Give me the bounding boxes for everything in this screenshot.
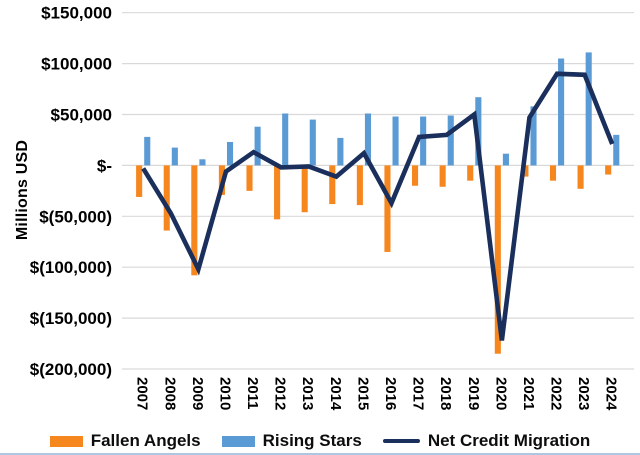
rising-stars-swatch-icon (221, 435, 255, 447)
x-tick-label-2013: 2013 (299, 377, 316, 410)
bar-rising-stars-2007 (144, 136, 151, 166)
bar-fallen-angels-2024 (605, 165, 612, 175)
bar-fallen-angels-2009 (191, 165, 198, 276)
legend-item-rising-stars: Rising Stars (221, 431, 362, 451)
bar-fallen-angels-2022 (549, 165, 557, 181)
bar-rising-stars-2011 (254, 126, 261, 166)
bar-rising-stars-2013 (309, 119, 316, 166)
bar-fallen-angels-2014 (329, 165, 336, 205)
x-tick-label-2007: 2007 (134, 377, 151, 410)
x-tick-label-2016: 2016 (382, 377, 399, 410)
bar-rising-stars-2014 (337, 137, 344, 166)
x-tick-label-2008: 2008 (161, 377, 178, 410)
bar-fallen-angels-2012 (274, 165, 281, 220)
x-tick-label-2024: 2024 (603, 377, 620, 411)
legend-label: Fallen Angels (90, 431, 201, 450)
x-tick-label-2018: 2018 (437, 377, 454, 410)
net-credit-migration-swatch-icon (382, 439, 420, 443)
bar-rising-stars-2023 (585, 52, 592, 166)
x-tick-label-2017: 2017 (410, 377, 427, 410)
bar-fallen-angels-2017 (412, 165, 419, 186)
x-tick-label-2020: 2020 (492, 377, 509, 410)
bar-fallen-angels-2008 (163, 165, 170, 231)
y-tick-label: $(50,000) (39, 207, 112, 226)
bar-fallen-angels-2007 (136, 165, 143, 197)
legend: Fallen Angels Rising Stars Net Credit Mi… (0, 430, 640, 452)
x-tick-label-2021: 2021 (520, 377, 537, 410)
x-tick-label-2014: 2014 (327, 377, 344, 411)
y-tick-label: $(100,000) (30, 258, 112, 277)
legend-label: Net Credit Migration (427, 431, 591, 450)
fallen-angels-swatch-icon (49, 435, 83, 447)
y-tick-label: $50,000 (51, 106, 112, 125)
bar-rising-stars-2024 (613, 134, 620, 166)
y-tick-label: $150,000 (41, 4, 112, 23)
bar-rising-stars-2008 (171, 147, 178, 166)
bar-fallen-angels-2020 (494, 165, 501, 354)
bar-fallen-angels-2023 (577, 165, 584, 189)
y-tick-label: $(200,000) (30, 360, 112, 379)
y-tick-label: $- (97, 156, 112, 175)
bar-rising-stars-2020 (502, 153, 509, 166)
legend-item-net-credit-migration: Net Credit Migration (382, 431, 591, 451)
x-tick-label-2011: 2011 (244, 377, 261, 410)
legend-label: Rising Stars (262, 431, 362, 450)
x-tick-label-2012: 2012 (272, 377, 289, 410)
x-tick-label-2023: 2023 (575, 377, 592, 410)
bar-fallen-angels-2019 (467, 165, 474, 181)
bar-fallen-angels-2013 (301, 165, 308, 213)
bar-fallen-angels-2011 (246, 165, 253, 191)
bar-rising-stars-2015 (364, 113, 372, 166)
x-tick-label-2019: 2019 (465, 377, 482, 410)
x-tick-label-2015: 2015 (354, 377, 371, 410)
y-tick-label: $(150,000) (30, 309, 112, 328)
bottom-edge-line (0, 453, 640, 455)
net-credit-migration-line (141, 71, 615, 341)
y-axis-title: Millions USD (14, 139, 31, 241)
x-tick-label-2022: 2022 (548, 377, 565, 410)
bar-rising-stars-2010 (226, 141, 234, 166)
bar-rising-stars-2012 (282, 113, 289, 166)
bar-rising-stars-2016 (392, 116, 399, 166)
bar-fallen-angels-2015 (356, 165, 363, 206)
bar-fallen-angels-2021 (522, 165, 529, 177)
bar-rising-stars-2017 (420, 116, 427, 166)
bar-rising-stars-2022 (558, 58, 565, 166)
bar-fallen-angels-2018 (439, 165, 446, 187)
bar-fallen-angels-2016 (384, 165, 391, 252)
legend-item-fallen-angels: Fallen Angels (49, 431, 201, 451)
x-tick-label-2009: 2009 (189, 377, 206, 410)
bar-rising-stars-2009 (199, 159, 206, 166)
bar-rising-stars-2021 (530, 106, 537, 166)
y-tick-label: $100,000 (41, 55, 112, 74)
x-tick-label-2010: 2010 (216, 377, 233, 410)
bar-rising-stars-2018 (447, 115, 454, 166)
